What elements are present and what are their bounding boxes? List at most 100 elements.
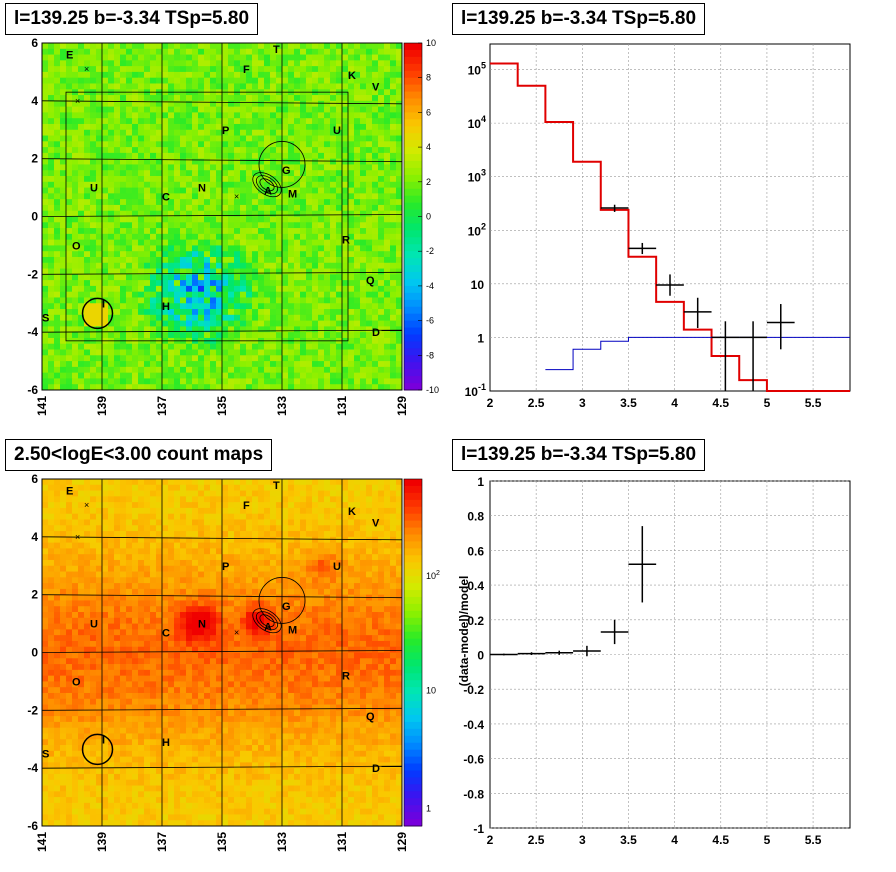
bl-colorbar-bin bbox=[404, 513, 422, 522]
bl-colorbar-bin bbox=[404, 805, 422, 813]
tl-source-label-v: V bbox=[372, 81, 380, 93]
tl-colorbar-bin bbox=[404, 91, 422, 100]
tl-x-tick: 141 bbox=[35, 396, 49, 416]
tr-y-tick: 1 bbox=[477, 331, 484, 345]
tr-y-tick: 10 bbox=[471, 278, 485, 292]
tl-colorbar-bin bbox=[404, 244, 422, 252]
bl-source-label-v: V bbox=[372, 517, 380, 529]
tl-colorbar-label: -10 bbox=[426, 385, 439, 395]
tl-source-label-h: H bbox=[162, 301, 170, 313]
bl-source-label-u: U bbox=[333, 561, 341, 573]
tl-y-tick: 4 bbox=[31, 94, 38, 108]
tl-colorbar-bin bbox=[404, 49, 422, 58]
tl-colorbar-bin bbox=[404, 167, 422, 176]
bl-colorbar-bin bbox=[404, 617, 422, 626]
tl-target-circle bbox=[81, 297, 114, 330]
bl-contour bbox=[252, 608, 282, 634]
bl-colorbar-bin bbox=[404, 569, 422, 577]
tl-colorbar-bin bbox=[404, 119, 422, 127]
bl-colorbar-bin bbox=[404, 701, 422, 709]
br-x-tick: 3.5 bbox=[620, 833, 637, 847]
tr-x-tick: 2 bbox=[487, 396, 494, 410]
br-y-tick: 0.6 bbox=[467, 544, 484, 558]
br-x-tick: 4 bbox=[671, 833, 678, 847]
tl-colorbar-label: 8 bbox=[426, 73, 431, 83]
tl-colorbar-bin bbox=[404, 56, 422, 65]
bl-colorbar-bin bbox=[404, 798, 422, 806]
tl-source-label-u: U bbox=[333, 125, 341, 137]
br-y-tick: -0.2 bbox=[463, 683, 484, 697]
tl-y-tick: -2 bbox=[27, 267, 38, 281]
bl-colorbar-frame bbox=[403, 478, 423, 827]
br-y-tick: 0 bbox=[477, 649, 484, 663]
tl-colorbar-bin bbox=[404, 126, 422, 134]
bl-colorbar-bin bbox=[404, 492, 422, 501]
bl-colorbar-bin bbox=[404, 770, 422, 778]
tl-colorbar-bin bbox=[404, 147, 422, 155]
bl-y-tick: 2 bbox=[31, 588, 38, 602]
bl-grid-hline bbox=[41, 707, 403, 711]
bl-source-cross: × bbox=[84, 500, 89, 510]
tl-y-tick: 0 bbox=[31, 210, 38, 224]
bl-colorbar-bin bbox=[404, 784, 422, 792]
bl-colorbar-bin bbox=[404, 548, 422, 556]
tr-x-tick: 4 bbox=[671, 396, 678, 410]
tr-y-tick: 10-1 bbox=[465, 382, 486, 399]
bl-colorbar-bin bbox=[404, 479, 422, 487]
tl-roi-box bbox=[65, 91, 349, 342]
tl-colorbar-bin bbox=[404, 43, 422, 51]
bl-contour bbox=[255, 611, 279, 631]
tl-x-tick: 129 bbox=[395, 396, 409, 416]
bl-source-label-f: F bbox=[243, 500, 250, 512]
tl-colorbar-bin bbox=[404, 133, 422, 141]
bl-colorbar-bin bbox=[404, 791, 422, 799]
tl-grid-hline bbox=[41, 100, 403, 105]
tl-colorbar-label: 10 bbox=[426, 38, 436, 48]
bl-colorbar-bin bbox=[404, 680, 422, 688]
tl-source-label-u: U bbox=[90, 183, 98, 195]
tl-colorbar-bin bbox=[404, 306, 422, 315]
tl-y-tick: 6 bbox=[31, 36, 38, 50]
bl-colorbar-label: 1 bbox=[426, 804, 431, 814]
bl-x-tick: 131 bbox=[335, 832, 349, 852]
bl-source-label-d: D bbox=[372, 763, 380, 775]
bl-colorbar-bin bbox=[404, 645, 422, 653]
bl-y-tick: 6 bbox=[31, 472, 38, 486]
tl-colorbar-label: -4 bbox=[426, 281, 434, 291]
bl-x-tick: 135 bbox=[215, 832, 229, 852]
tl-colorbar-label: 2 bbox=[426, 177, 431, 187]
tl-contour bbox=[255, 175, 279, 195]
tl-colorbar-bin bbox=[404, 341, 422, 349]
tl-colorbar-bin bbox=[404, 327, 422, 335]
bl-colorbar-bin bbox=[404, 527, 422, 536]
tr-series-1 bbox=[545, 336, 850, 371]
bl-source-label-a: A bbox=[264, 621, 272, 633]
bl-x-tick: 139 bbox=[95, 832, 109, 852]
tl-source-label-s: S bbox=[42, 313, 49, 325]
tl-colorbar-bin bbox=[404, 154, 422, 162]
bl-colorbar-bin bbox=[404, 777, 422, 785]
tl-x-tick: 131 bbox=[335, 396, 349, 416]
tl-colorbar-bin bbox=[404, 292, 422, 301]
bl-grid-hline bbox=[41, 536, 403, 541]
tl-colorbar-bin bbox=[404, 251, 422, 259]
tl-colorbar-bin bbox=[404, 278, 422, 287]
bl-target-circle bbox=[81, 733, 114, 766]
tl-colorbar-bin bbox=[404, 216, 422, 224]
tl-colorbar-bin bbox=[404, 376, 422, 384]
bl-colorbar-bin bbox=[404, 742, 422, 751]
tl-colorbar-label: -6 bbox=[426, 316, 434, 326]
tl-colorbar-bin bbox=[404, 160, 422, 169]
tr-y-tick: 105 bbox=[468, 61, 486, 78]
bl-source-label-n: N bbox=[198, 619, 206, 631]
bl-colorbar-bin bbox=[404, 659, 422, 667]
tr-x-tick: 5.5 bbox=[805, 396, 822, 410]
tl-heatmap-cells bbox=[42, 43, 403, 391]
bl-heatmap-cells bbox=[42, 479, 403, 827]
tl-source-label-a: A bbox=[264, 185, 272, 197]
tl-source-label-m: M bbox=[288, 188, 297, 200]
tl-colorbar-bin bbox=[404, 98, 422, 106]
br-x-tick: 5.5 bbox=[805, 833, 822, 847]
tl-colorbar-bin bbox=[404, 140, 422, 148]
tl-y-tick: 2 bbox=[31, 152, 38, 166]
